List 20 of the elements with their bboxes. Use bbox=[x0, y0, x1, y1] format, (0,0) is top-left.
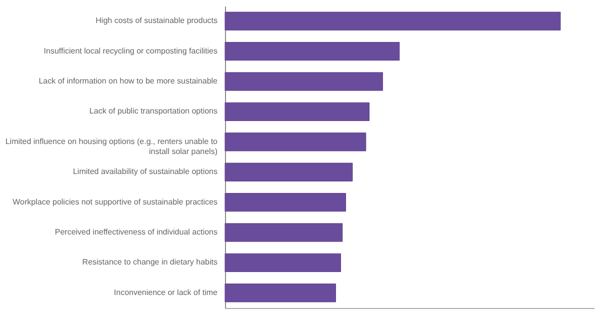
bar bbox=[224, 102, 370, 122]
bar bbox=[224, 162, 353, 182]
y-tick-label: Limited influence on housing options (e.g., renters unable to install solar panels) bbox=[5, 136, 218, 156]
bar bbox=[224, 223, 343, 242]
y-tick-label: Lack of public transportation options bbox=[89, 106, 218, 116]
bar bbox=[224, 72, 383, 91]
y-tick-label: High costs of sustainable products bbox=[96, 16, 218, 26]
y-tick-label: Insufficient local recycling or composting facilities bbox=[44, 46, 218, 56]
y-tick-label: Resistance to change in dietary habits bbox=[82, 258, 218, 267]
bar bbox=[224, 192, 346, 212]
y-tick-label: Workplace policies not supportive of sustainable practices bbox=[12, 197, 218, 206]
y-tick-label: Lack of information on how to be more sustainable bbox=[38, 76, 218, 86]
y-tick-label: Perceived ineffectiveness of individual actions bbox=[54, 228, 218, 236]
bar bbox=[224, 132, 366, 152]
y-tick-label: Limited availability of sustainable options bbox=[72, 167, 218, 176]
y-tick-label: Inconvenience or lack of time bbox=[114, 288, 218, 297]
bar bbox=[224, 284, 336, 302]
bar bbox=[224, 42, 400, 61]
bar bbox=[224, 253, 341, 272]
bar bbox=[224, 12, 561, 30]
